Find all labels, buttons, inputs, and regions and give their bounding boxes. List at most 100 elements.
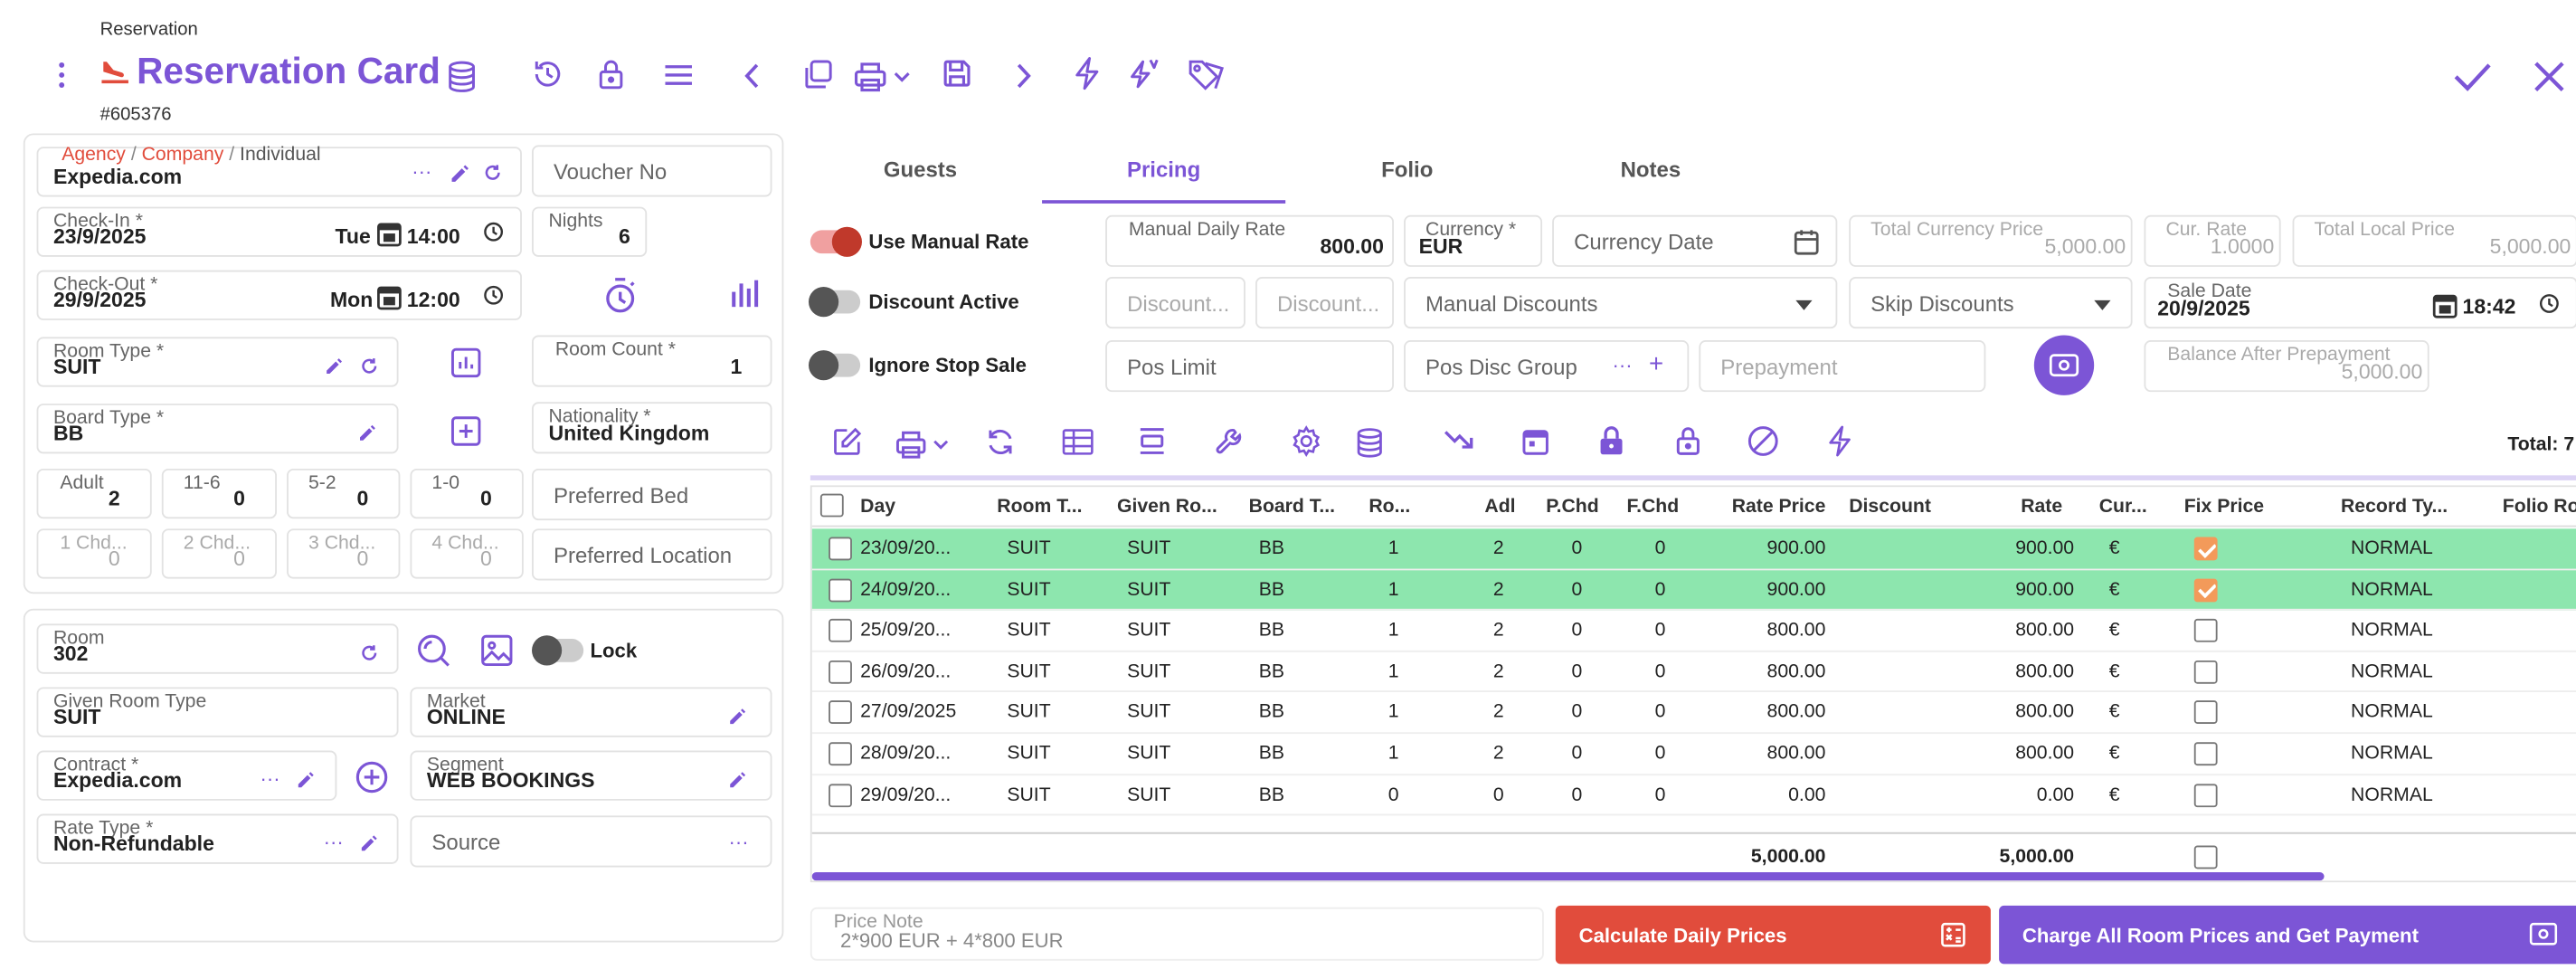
- timer-icon[interactable]: [603, 277, 637, 314]
- row-select-checkbox[interactable]: [829, 619, 852, 643]
- edit-icon[interactable]: [360, 834, 378, 852]
- tab-pricing[interactable]: Pricing: [1126, 157, 1201, 182]
- footer-fix-price-checkbox[interactable]: [2193, 845, 2218, 870]
- source-input[interactable]: Source ···: [410, 815, 772, 868]
- bar-chart-icon[interactable]: [729, 277, 762, 310]
- clock-icon[interactable]: [484, 222, 504, 242]
- table-row[interactable]: 23/09/20... SUIT SUIT BB 1 2 0 0 900.00 900.00 € NO…: [811, 528, 2576, 570]
- select-all-checkbox[interactable]: [819, 493, 844, 518]
- clock-icon[interactable]: [2539, 293, 2559, 313]
- row-select-checkbox[interactable]: [829, 660, 852, 684]
- board-type-field[interactable]: Board Type * BB: [36, 404, 399, 454]
- chd4-age-field[interactable]: 4 Chd... 0: [410, 528, 524, 579]
- room-type-field[interactable]: Room Type * SUIT: [36, 337, 399, 387]
- flash-icon[interactable]: [1827, 425, 1852, 457]
- price-note-field[interactable]: Price Note 2*900 EUR + 4*800 EUR: [810, 907, 1544, 961]
- rate-type-field[interactable]: Rate Type * Non-Refundable ···: [36, 813, 399, 864]
- edit-icon[interactable]: [450, 164, 470, 184]
- voucher-input[interactable]: Voucher No: [532, 145, 772, 197]
- row-select-checkbox[interactable]: [829, 783, 852, 807]
- row-select-checkbox[interactable]: [829, 742, 852, 766]
- chevron-right-icon[interactable]: [1014, 62, 1034, 90]
- infant-1-0-field[interactable]: 1-0 0: [410, 468, 524, 519]
- pos-disc-group-field[interactable]: Pos Disc Group ··· +: [1404, 340, 1690, 393]
- segment-field[interactable]: Segment WEB BOOKINGS: [410, 750, 772, 801]
- room-field[interactable]: Room 302: [36, 623, 399, 674]
- edit-icon[interactable]: [297, 771, 315, 789]
- fix-price-checkbox[interactable]: [2193, 619, 2218, 643]
- given-room-type-field[interactable]: Given Room Type SUIT: [36, 687, 399, 737]
- edit-icon[interactable]: [729, 771, 747, 789]
- tab-guests[interactable]: Guests: [883, 157, 958, 182]
- align-center-icon[interactable]: [1139, 427, 1165, 455]
- adult-field[interactable]: Adult 2: [36, 468, 152, 519]
- fix-price-checkbox[interactable]: [2193, 700, 2218, 725]
- more-horiz-icon[interactable]: ···: [260, 766, 280, 791]
- guest-type-field[interactable]: Agency / Company / Individual Expedia.co…: [36, 145, 522, 197]
- more-horiz-icon[interactable]: ···: [728, 830, 749, 854]
- history-icon[interactable]: [532, 59, 564, 90]
- block-icon[interactable]: [1747, 425, 1779, 457]
- flash-auto-icon[interactable]: [1129, 57, 1162, 90]
- preferred-location-input[interactable]: Preferred Location: [532, 528, 772, 581]
- row-select-checkbox[interactable]: [829, 537, 852, 561]
- grid-horizontal-scrollbar[interactable]: [811, 872, 2325, 881]
- print-dropdown-icon[interactable]: [895, 429, 949, 461]
- table-row[interactable]: 24/09/20... SUIT SUIT BB 1 2 0 0 900.00 900.00 € NO…: [811, 569, 2576, 611]
- col-header-discount[interactable]: Discount: [1849, 497, 1931, 518]
- save-icon[interactable]: [942, 59, 971, 89]
- edit-square-icon[interactable]: [832, 427, 862, 457]
- col-header-board-type[interactable]: Board T...: [1248, 497, 1336, 518]
- edit-icon[interactable]: [358, 423, 376, 442]
- caret-down-icon[interactable]: [1795, 299, 1813, 310]
- fix-price-checkbox[interactable]: [2193, 660, 2218, 684]
- col-header-fix-price[interactable]: Fix Price: [2183, 497, 2265, 518]
- col-header-p-chd[interactable]: P.Chd: [1546, 497, 1599, 518]
- sync-icon[interactable]: [985, 427, 1015, 457]
- lock-toggle[interactable]: [532, 635, 584, 666]
- calendar-icon[interactable]: [2432, 292, 2458, 318]
- col-header-given-room[interactable]: Given Ro...: [1117, 497, 1217, 518]
- add-box-icon[interactable]: [450, 415, 482, 447]
- more-horiz-icon[interactable]: ···: [323, 830, 344, 854]
- table-row[interactable]: 27/09/2025 SUIT SUIT BB 1 2 0 0 800.00 800.00 € NOR…: [811, 693, 2576, 734]
- col-header-currency[interactable]: Cur...: [2098, 497, 2147, 518]
- charge-all-room-prices-button[interactable]: Charge All Room Prices and Get Payment: [1999, 905, 2576, 965]
- discount-rate-input[interactable]: Discount...: [1105, 276, 1245, 329]
- image-icon[interactable]: [480, 633, 514, 667]
- ignore-stop-sale-toggle[interactable]: [809, 350, 861, 381]
- fix-price-checkbox[interactable]: [2193, 783, 2218, 807]
- discount-active-toggle[interactable]: [809, 287, 861, 318]
- nationality-field[interactable]: Nationality * United Kingdom: [532, 402, 772, 454]
- preferred-bed-input[interactable]: Preferred Bed: [532, 468, 772, 521]
- database-icon[interactable]: [1356, 427, 1384, 459]
- trending-down-icon[interactable]: [1444, 429, 1473, 452]
- settings-icon[interactable]: [1291, 425, 1322, 457]
- refresh-icon[interactable]: [360, 644, 378, 662]
- menu-icon[interactable]: [664, 62, 694, 88]
- tab-folio[interactable]: Folio: [1381, 157, 1434, 182]
- row-select-checkbox[interactable]: [829, 700, 852, 725]
- lock-open-icon[interactable]: [1676, 425, 1701, 455]
- fix-price-checkbox[interactable]: [2193, 537, 2218, 561]
- col-header-day[interactable]: Day: [860, 497, 896, 518]
- currency-field[interactable]: Currency * EUR: [1404, 214, 1543, 267]
- fix-price-checkbox[interactable]: [2193, 742, 2218, 766]
- more-horiz-icon[interactable]: ···: [412, 159, 432, 184]
- manual-daily-rate-field[interactable]: Manual Daily Rate 800.00: [1105, 214, 1394, 267]
- clock-icon[interactable]: [484, 285, 504, 305]
- col-header-record-type[interactable]: Record Ty...: [2340, 497, 2448, 518]
- flash-icon[interactable]: [1074, 57, 1100, 90]
- excel-icon[interactable]: [1062, 429, 1094, 455]
- wrench-icon[interactable]: [1216, 427, 1245, 457]
- tab-notes[interactable]: Notes: [1620, 157, 1681, 182]
- confirm-check-icon[interactable]: [2452, 60, 2492, 93]
- prepayment-input[interactable]: Prepayment: [1699, 340, 1986, 393]
- chevron-left-icon[interactable]: [742, 62, 762, 90]
- chart-box-icon[interactable]: [450, 347, 482, 378]
- table-row[interactable]: 25/09/20... SUIT SUIT BB 1 2 0 0 800.00 800.00 € NO…: [811, 611, 2576, 652]
- database-icon[interactable]: [447, 60, 477, 93]
- manual-discounts-select[interactable]: Manual Discounts: [1404, 276, 1838, 329]
- caret-down-icon[interactable]: [2094, 299, 2111, 310]
- plus-icon[interactable]: +: [1649, 350, 1664, 379]
